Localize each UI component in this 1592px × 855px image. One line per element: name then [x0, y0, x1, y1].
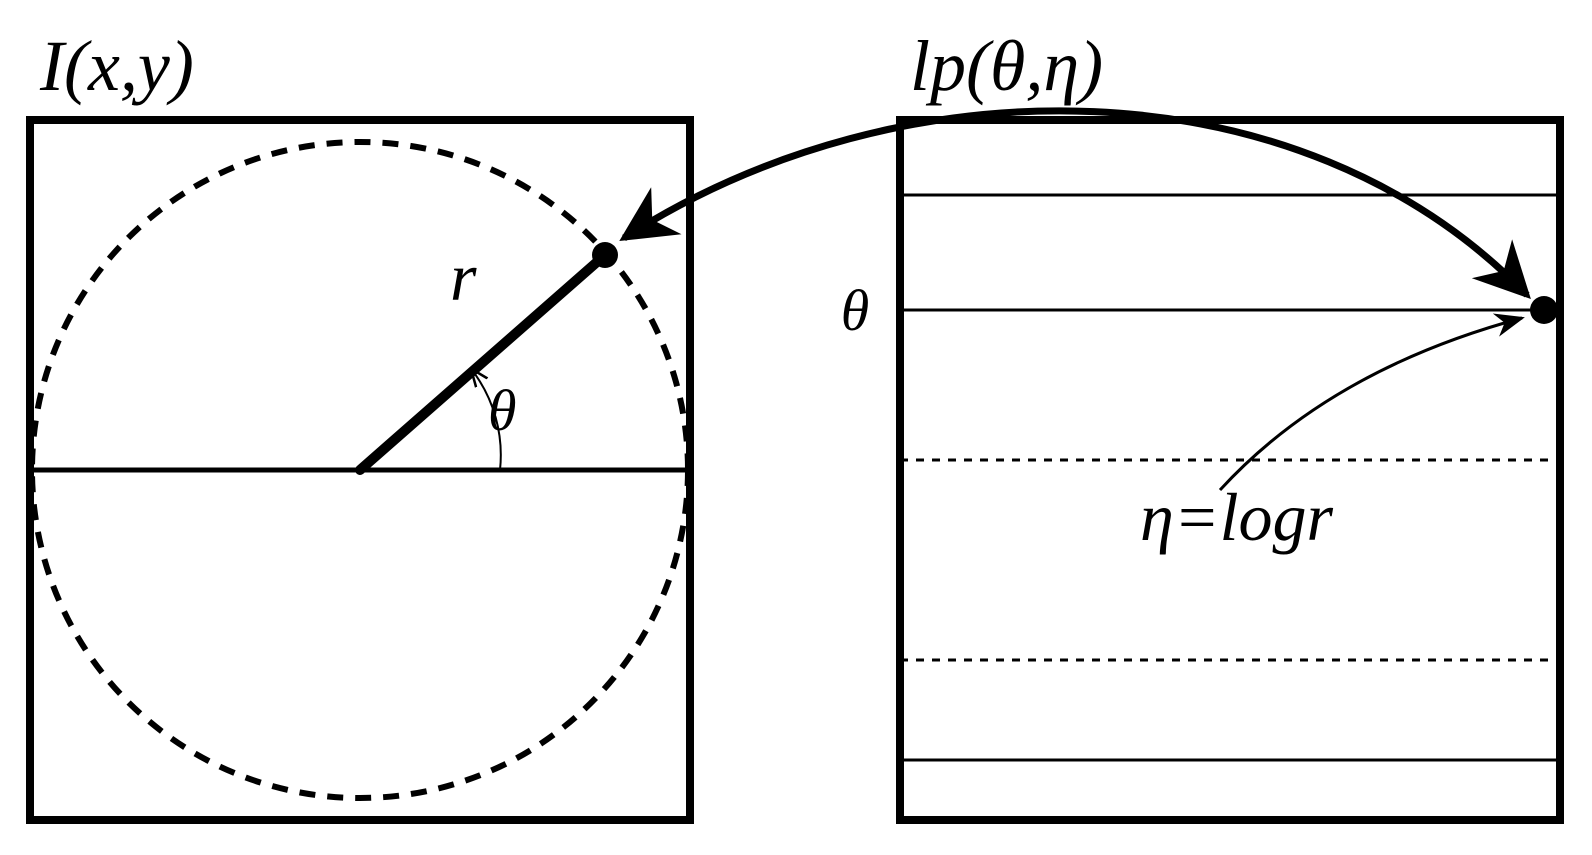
mapping-double-arrow [624, 111, 1527, 295]
right-eta-label: η=logr [1140, 479, 1334, 555]
right-theta-axis-label: θ [841, 278, 870, 343]
left-radius-endpoint-dot [592, 242, 618, 268]
left-theta-label: θ [488, 378, 517, 443]
right-eta-arrow [1220, 318, 1522, 490]
left-r-label: r [450, 239, 477, 315]
diagram-svg: I(x,y) r θ lp(θ,η) θ η=logr [0, 0, 1592, 855]
left-radius-line [360, 255, 605, 470]
left-title: I(x,y) [39, 26, 194, 106]
right-box [900, 120, 1560, 820]
right-title: lp(θ,η) [910, 26, 1103, 106]
right-mapped-point-dot [1530, 296, 1558, 324]
